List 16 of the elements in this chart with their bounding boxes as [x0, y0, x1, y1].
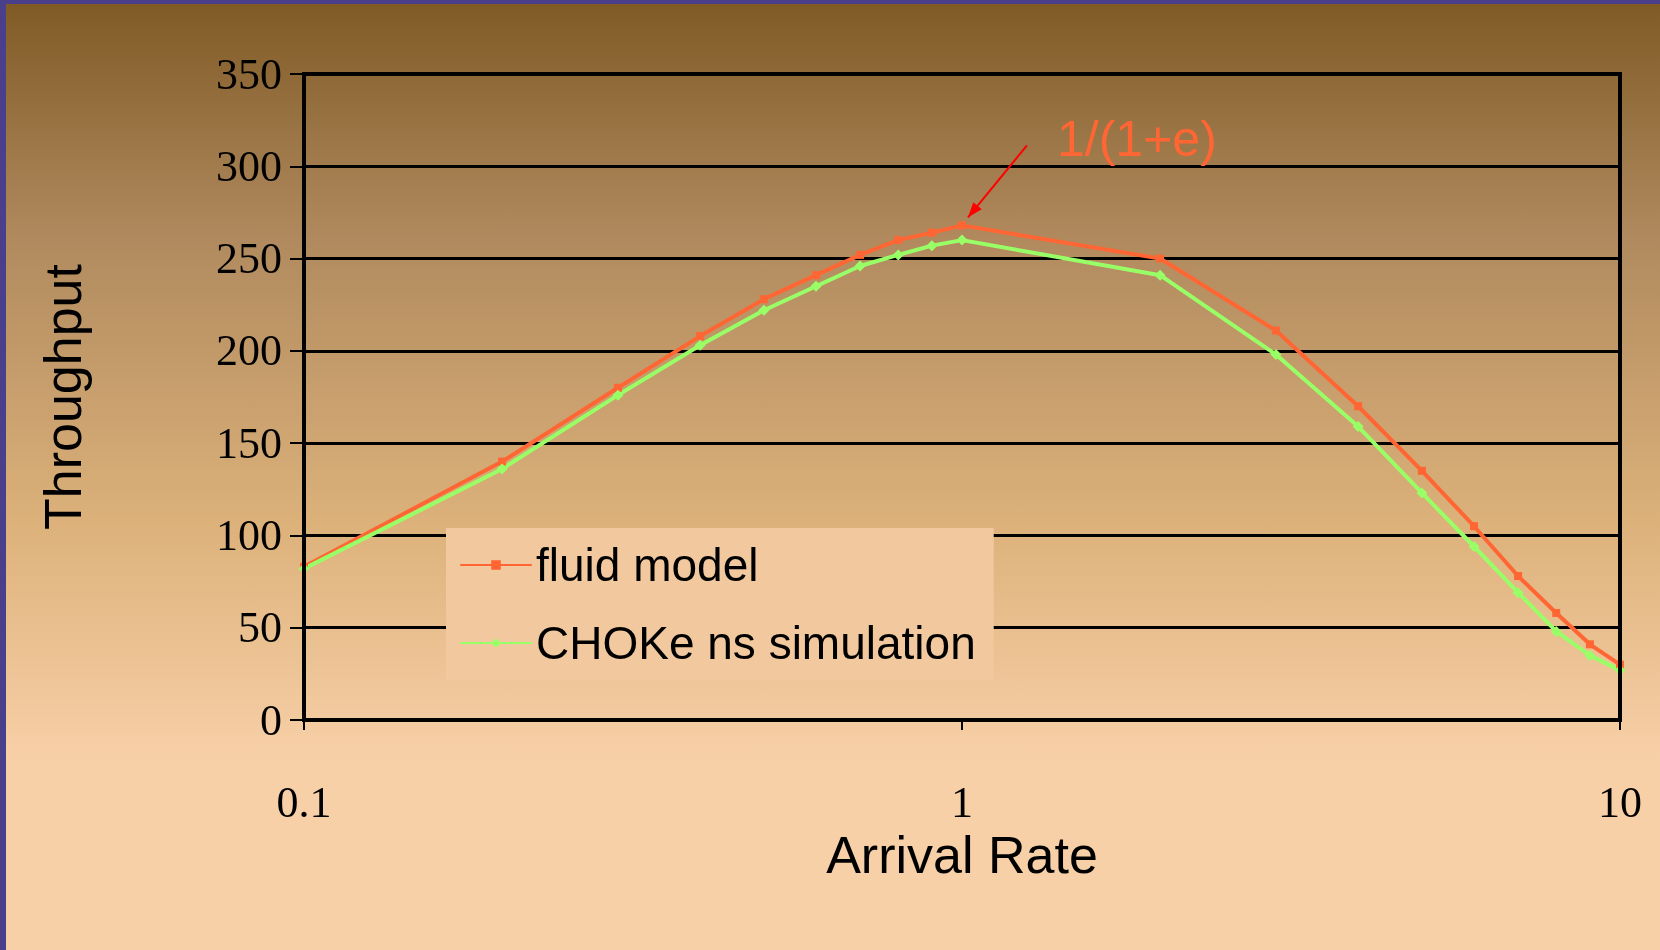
y-tick-label: 50 — [238, 603, 282, 653]
y-tick-label: 300 — [216, 141, 282, 191]
x-tick-label: 10 — [1598, 777, 1642, 827]
x-axis-title: Arrival Rate — [826, 825, 1098, 884]
x-tick-label: 0.1 — [276, 777, 332, 827]
y-tick-label: 250 — [216, 234, 282, 284]
y-tick-label: 100 — [216, 510, 282, 560]
y-tick-label: 150 — [216, 418, 282, 468]
x-tick-label: 1 — [951, 777, 973, 827]
legend-label: CHOKe ns simulation — [536, 617, 976, 669]
y-tick-label: 0 — [260, 695, 282, 745]
y-axis-title: Throughput — [34, 263, 92, 530]
y-tick-label: 200 — [216, 326, 282, 376]
y-tick-label: 350 — [216, 49, 282, 99]
annotation: 1/(1+e) — [1057, 111, 1217, 168]
legend-label: fluid model — [536, 539, 759, 591]
